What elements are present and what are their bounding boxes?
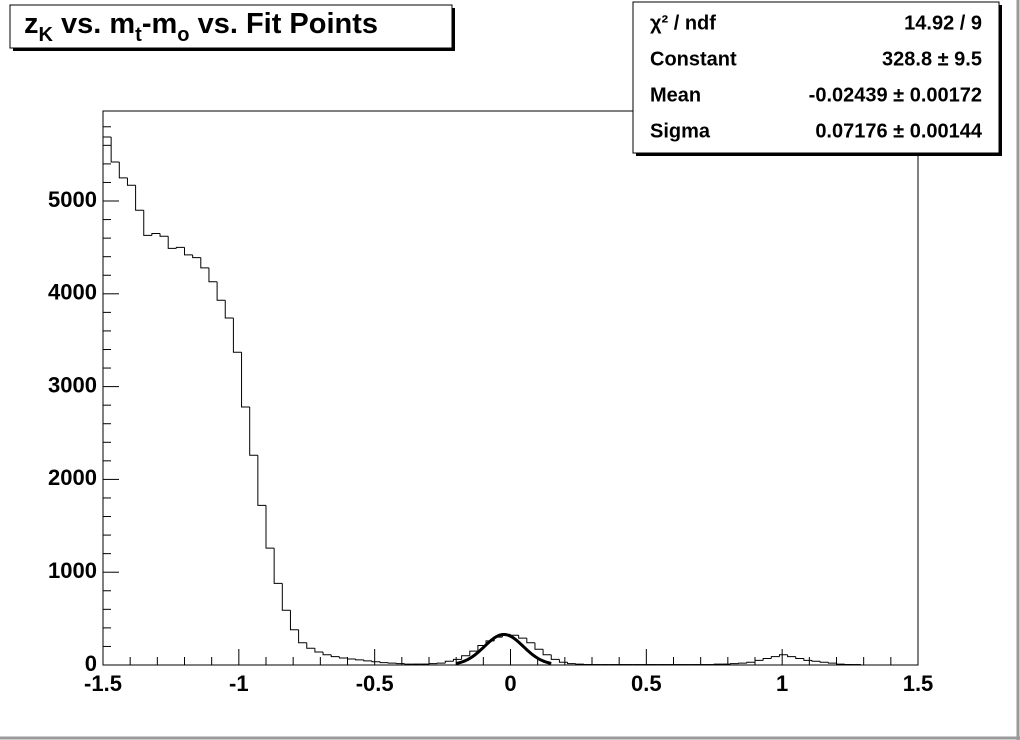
histogram-bin — [355, 658, 364, 661]
fit-curve — [455, 632, 552, 665]
x-tick-label: -1 — [229, 671, 249, 696]
stat-value: 14.92 / 9 — [904, 12, 982, 34]
histogram-bin — [216, 281, 226, 301]
histogram-bin — [754, 659, 764, 663]
histogram-bin — [265, 505, 275, 549]
plot-frame — [102, 110, 919, 666]
histogram-bin — [167, 236, 177, 249]
title-part: vs. Fit Points — [190, 8, 379, 40]
histogram-bin — [249, 407, 258, 456]
x-tick-label: 1 — [776, 671, 788, 696]
histogram-bin — [526, 638, 535, 644]
y-tick-label: 1000 — [48, 558, 97, 583]
histogram-bin — [778, 654, 788, 657]
stats: χ² / ndf 14.92 / 9 Constant 328.8 ± 9.5 Mean… — [650, 12, 983, 142]
histogram-bin — [803, 658, 813, 661]
histogram-bin — [836, 663, 845, 665]
title-box — [9, 4, 453, 49]
histogram-bin — [273, 548, 283, 584]
histogram-bin — [347, 658, 356, 660]
histogram-bin — [518, 635, 527, 639]
stat-label: Mean — [650, 84, 701, 106]
histogram-bin — [827, 662, 837, 664]
histogram-bin — [135, 185, 144, 211]
histogram-bin — [795, 656, 804, 660]
histogram-bin — [110, 136, 120, 163]
histogram-bin — [314, 648, 324, 653]
y-tick-label: 3000 — [48, 372, 97, 397]
histogram-bin — [469, 650, 478, 656]
histogram-bin — [762, 658, 772, 661]
histogram-bin — [306, 642, 315, 649]
histogram-bin — [208, 267, 218, 283]
histogram-bin — [224, 300, 234, 319]
histogram-bin — [118, 162, 128, 179]
histogram-bin — [371, 660, 381, 663]
stat-value: -0.02439 ± 0.00172 — [809, 84, 982, 106]
histogram-bin — [363, 659, 372, 662]
histogram-bin — [444, 660, 454, 664]
histogram-bin — [819, 661, 829, 663]
histogram-bin — [379, 661, 389, 664]
histogram-bin — [558, 659, 568, 663]
histogram-bin — [322, 652, 332, 656]
x-tick-label: 1.5 — [903, 671, 934, 696]
histogram-bin — [567, 662, 576, 665]
histogram-bin — [787, 654, 796, 658]
histogram-bin — [175, 246, 185, 249]
histogram-bin — [289, 610, 299, 631]
title-part: -m — [142, 8, 177, 40]
histogram-bin — [811, 660, 821, 662]
stat-value: 328.8 ± 9.5 — [882, 48, 982, 70]
title-subscript: t — [135, 24, 142, 46]
histogram-bin — [159, 233, 169, 237]
x-tick-label: -1.5 — [84, 671, 122, 696]
histogram-bin — [746, 661, 755, 664]
histogram-bin — [542, 649, 552, 656]
histogram-bin — [200, 257, 209, 269]
histogram-bin — [330, 654, 340, 658]
histogram-bin — [452, 658, 462, 662]
x-tick-label: 0.5 — [631, 671, 662, 696]
histogram-bin — [550, 654, 560, 660]
title-part: vs. m — [53, 8, 135, 40]
stat-label: Constant — [650, 48, 737, 70]
title-subscript: K — [39, 24, 54, 46]
x-tick-label: 0 — [504, 671, 516, 696]
x-tick-label: -0.5 — [356, 671, 394, 696]
histogram-bin — [232, 317, 242, 353]
histogram-bin — [143, 210, 152, 236]
y-tick-label: 0 — [85, 651, 97, 676]
stat-value: 0.07176 ± 0.00144 — [815, 120, 983, 142]
stat-label: Sigma — [650, 120, 711, 142]
histogram-bin — [102, 136, 112, 665]
histogram-bin — [298, 629, 307, 644]
y-tick-label: 5000 — [48, 187, 97, 212]
y-tick-label: 2000 — [48, 465, 97, 490]
plot: -1.5 -1 -0.5 0 0.5 1 1.5 0 1000 2000 3000 4000 5000 — [48, 126, 934, 696]
histogram-bin — [151, 232, 161, 236]
stats-box — [632, 1, 1000, 154]
histogram-bin — [461, 655, 470, 660]
title-part: z — [24, 8, 39, 40]
histogram-bin — [184, 247, 193, 256]
histogram-bin — [281, 583, 291, 611]
histogram-bin — [241, 352, 250, 408]
histogram-bin — [338, 656, 348, 659]
chart-title: zK vs. mt-mo vs. Fit Points — [24, 8, 378, 47]
histogram-bin — [534, 642, 544, 650]
histogram-bin — [126, 177, 136, 186]
title-subscript: o — [177, 24, 189, 46]
histogram-bin — [770, 656, 780, 659]
histogram-bin — [192, 254, 201, 259]
stat-label: χ² / ndf — [650, 12, 716, 34]
histogram-bin — [257, 455, 266, 506]
y-tick-label: 4000 — [48, 280, 97, 305]
